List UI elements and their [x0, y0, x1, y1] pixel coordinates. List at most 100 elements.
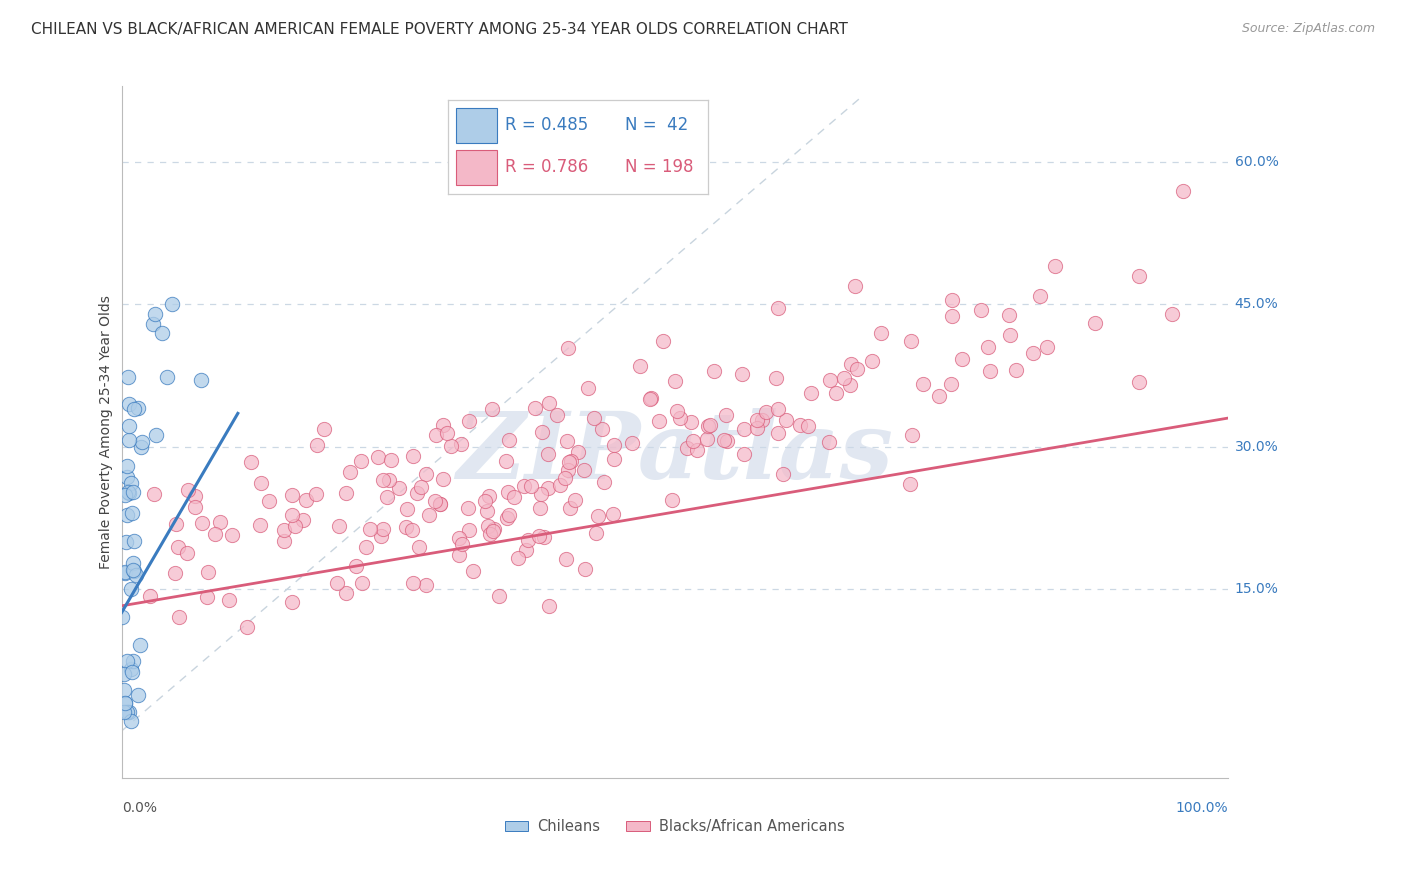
Chileans [156, 369, 179, 384]
Text: 100.0%: 100.0% [1175, 800, 1227, 814]
Blacks/African Americans [305, 487, 328, 501]
Blacks/African Americans [380, 452, 402, 467]
Blacks/African Americans [204, 527, 226, 541]
Blacks/African Americans [1161, 307, 1184, 321]
Blacks/African Americans [273, 523, 295, 537]
Chileans [117, 433, 139, 447]
Blacks/African Americans [731, 367, 754, 381]
Blacks/African Americans [1035, 340, 1057, 354]
Chileans [117, 469, 139, 483]
Blacks/African Americans [537, 481, 560, 495]
Chileans [150, 326, 173, 340]
Blacks/African Americans [638, 392, 661, 407]
Blacks/African Americans [524, 401, 547, 415]
Chileans [122, 565, 145, 579]
Blacks/African Americans [425, 494, 447, 508]
Blacks/African Americans [520, 478, 543, 492]
Chileans [118, 397, 141, 411]
Chileans [114, 566, 136, 580]
Blacks/African Americans [1084, 316, 1107, 330]
Chileans [115, 654, 138, 668]
Chileans [162, 297, 184, 311]
Blacks/African Americans [409, 480, 432, 494]
Blacks/African Americans [1005, 363, 1028, 377]
Blacks/African Americans [602, 507, 624, 521]
Blacks/African Americans [370, 528, 392, 542]
Blacks/African Americans [481, 401, 503, 416]
Blacks/African Americans [558, 501, 581, 516]
Blacks/African Americans [977, 340, 1000, 354]
Blacks/African Americans [477, 504, 499, 518]
Blacks/African Americans [165, 516, 187, 531]
Chileans [121, 665, 143, 680]
Blacks/African Americans [415, 467, 437, 481]
Blacks/African Americans [292, 513, 315, 527]
Blacks/African Americans [588, 509, 610, 524]
Chileans [120, 714, 142, 729]
Blacks/African Americans [640, 391, 662, 405]
Blacks/African Americans [533, 530, 555, 544]
Blacks/African Americans [328, 519, 350, 533]
Blacks/African Americans [142, 487, 165, 501]
Blacks/African Americans [557, 342, 579, 356]
Blacks/African Americans [498, 433, 520, 447]
Blacks/African Americans [451, 537, 474, 551]
Blacks/African Americans [281, 508, 304, 522]
Chileans [122, 556, 145, 570]
Blacks/African Americans [679, 415, 702, 429]
Chileans [127, 401, 149, 416]
Blacks/African Americans [1022, 346, 1045, 360]
Blacks/African Americans [359, 522, 381, 536]
Blacks/African Americans [474, 494, 496, 508]
Blacks/African Americans [574, 463, 596, 477]
Blacks/African Americans [576, 381, 599, 395]
Blacks/African Americans [405, 486, 427, 500]
Blacks/African Americans [249, 475, 271, 490]
Blacks/African Americans [648, 414, 671, 428]
Blacks/African Americans [628, 359, 651, 374]
Blacks/African Americans [941, 293, 963, 308]
Blacks/African Americans [928, 389, 950, 403]
Chileans [115, 508, 138, 523]
Blacks/African Americans [478, 489, 501, 503]
Chileans [114, 565, 136, 579]
Blacks/African Americans [745, 421, 768, 435]
Chileans [122, 654, 145, 668]
Blacks/African Americans [685, 442, 707, 457]
Text: 45.0%: 45.0% [1234, 297, 1278, 311]
Blacks/African Americans [429, 497, 451, 511]
Blacks/African Americans [665, 404, 688, 418]
Blacks/African Americans [970, 303, 993, 318]
Blacks/African Americans [367, 450, 389, 464]
Blacks/African Americans [402, 575, 425, 590]
Blacks/African Americans [354, 540, 377, 554]
Chileans [120, 662, 142, 676]
Chileans [112, 705, 135, 719]
Blacks/African Americans [447, 548, 470, 562]
Blacks/African Americans [621, 436, 644, 450]
Blacks/African Americans [997, 308, 1019, 322]
Blacks/African Americans [558, 455, 581, 469]
Blacks/African Americans [603, 452, 626, 467]
Chileans [122, 534, 145, 549]
Chileans [125, 568, 148, 582]
Chileans [143, 307, 166, 321]
Blacks/African Americans [652, 334, 675, 348]
Blacks/African Americans [1029, 289, 1052, 303]
Text: ZIPatlas: ZIPatlas [456, 409, 893, 498]
Blacks/African Americans [697, 418, 720, 433]
Text: 30.0%: 30.0% [1234, 440, 1278, 453]
Blacks/African Americans [184, 489, 207, 503]
Blacks/African Americans [482, 524, 505, 538]
Chileans [114, 696, 136, 710]
Blacks/African Americans [869, 326, 891, 340]
Blacks/African Americans [585, 526, 607, 541]
Blacks/African Americans [295, 493, 318, 508]
Blacks/African Americans [249, 517, 271, 532]
Blacks/African Americans [314, 422, 336, 436]
Blacks/African Americans [766, 402, 789, 417]
Blacks/African Americans [602, 438, 624, 452]
Blacks/African Americans [498, 484, 520, 499]
Blacks/African Americans [239, 455, 262, 469]
Blacks/African Americans [1173, 184, 1195, 198]
